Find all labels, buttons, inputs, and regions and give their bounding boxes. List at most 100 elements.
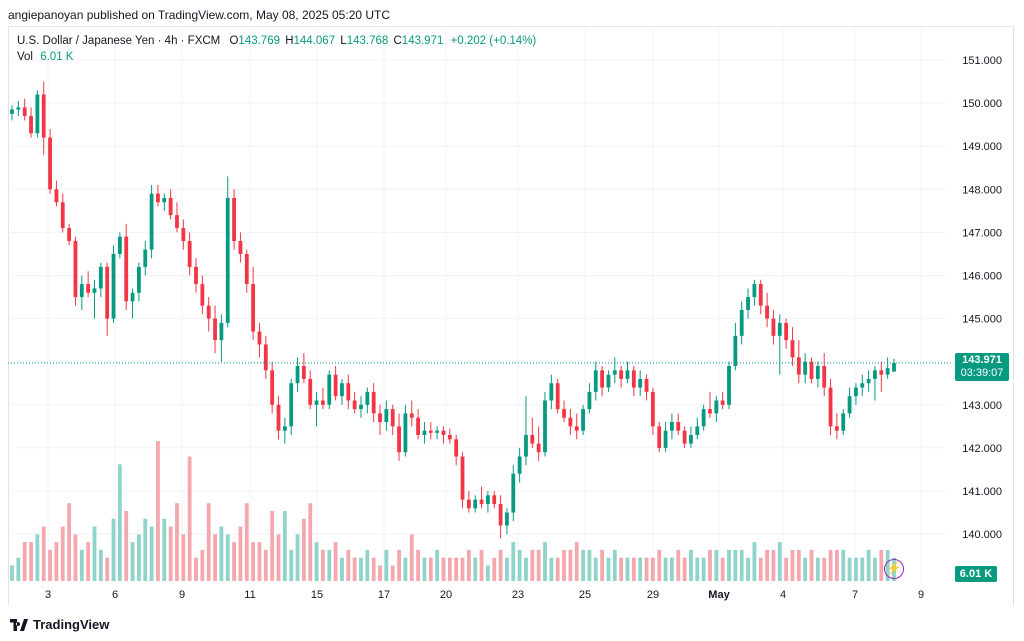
- volume-bar: [79, 549, 84, 581]
- tradingview-logo[interactable]: TradingView: [10, 617, 109, 632]
- volume-bar: [631, 557, 636, 581]
- candle-body: [29, 116, 33, 134]
- volume-bar: [524, 557, 528, 581]
- volume-bar: [758, 557, 763, 581]
- candle-body: [606, 374, 611, 388]
- candle-body: [752, 284, 757, 298]
- volume-bar: [841, 549, 846, 581]
- candle-body: [340, 383, 344, 397]
- candle-body: [612, 370, 617, 375]
- volume-bar: [251, 542, 256, 581]
- volume-bar: [244, 503, 249, 581]
- candle-body: [847, 396, 852, 414]
- candle-body: [187, 241, 192, 267]
- volume-bar: [365, 549, 370, 581]
- y-tick-label: 149.000: [962, 141, 1002, 153]
- volume-bar: [98, 549, 103, 581]
- volume-bar: [175, 503, 179, 581]
- candle-body: [92, 288, 97, 293]
- candle-body: [327, 374, 332, 405]
- candle-body: [892, 362, 896, 372]
- x-tick-label: 3: [45, 589, 51, 601]
- volume-bar: [650, 557, 655, 581]
- legend-l-value: 143.768: [346, 35, 389, 47]
- volume-bar: [746, 557, 750, 581]
- volume-bar: [549, 557, 554, 581]
- y-tick-label: 143.000: [962, 400, 1002, 412]
- candle-body: [403, 413, 408, 453]
- volume-bar: [321, 549, 325, 581]
- candle-body: [16, 107, 21, 110]
- legend-c-value: 143.971: [401, 35, 444, 47]
- volume-bar: [739, 549, 744, 581]
- volume-bar: [308, 503, 313, 581]
- candle-body: [479, 499, 484, 504]
- volume-bar: [29, 542, 33, 581]
- legend-h-label: H: [285, 35, 294, 47]
- volume-bar: [327, 549, 332, 581]
- volume-bar: [60, 526, 65, 581]
- y-tick-label: 147.000: [962, 227, 1002, 239]
- candle-body: [257, 331, 262, 345]
- candle-body: [352, 400, 357, 410]
- volume-bar: [593, 557, 598, 581]
- candle-body: [708, 409, 712, 414]
- candle-body: [885, 368, 890, 375]
- volume-bar: [866, 549, 871, 581]
- volume-bar: [340, 557, 344, 581]
- volume-bar: [644, 557, 649, 581]
- candle-body: [860, 383, 865, 388]
- x-tick-label: 20: [440, 589, 452, 601]
- chart-frame: [8, 26, 1014, 606]
- volume-bar: [117, 464, 122, 581]
- candle-body: [822, 366, 827, 388]
- candle-body: [505, 512, 509, 526]
- candle-body: [670, 422, 674, 431]
- footer-brand: TradingView: [33, 617, 110, 632]
- candle-body: [143, 249, 148, 267]
- volume-bar: [454, 557, 459, 581]
- volume-bar: [752, 542, 757, 581]
- volume-bar: [359, 557, 363, 581]
- volume-bar: [206, 503, 211, 581]
- candle-body: [416, 417, 421, 435]
- volume-bar: [384, 549, 389, 581]
- volume-bar: [847, 557, 852, 581]
- volume-bar: [568, 549, 573, 581]
- candle-body: [321, 400, 325, 405]
- volume-bar: [562, 549, 566, 581]
- volume-bar: [16, 557, 21, 581]
- volume-bar: [194, 557, 198, 581]
- candle-body: [815, 366, 820, 379]
- lightning-icon[interactable]: ⚡: [884, 559, 904, 579]
- volume-bar: [473, 557, 478, 581]
- candle-body: [828, 387, 833, 427]
- x-tick-label: 23: [512, 589, 524, 601]
- candle-body: [549, 383, 554, 401]
- volume-bar: [670, 557, 674, 581]
- volume-bar: [130, 542, 135, 581]
- candle-body: [251, 284, 256, 332]
- candle-body: [574, 426, 579, 431]
- volume-bar: [771, 549, 776, 581]
- y-tick-label: 151.000: [962, 55, 1002, 67]
- candle-body: [162, 197, 167, 203]
- candle-body: [485, 495, 490, 504]
- volume-bar: [511, 542, 516, 581]
- x-tick-label: 29: [647, 589, 659, 601]
- candle-body: [371, 391, 376, 414]
- volume-bar: [612, 549, 617, 581]
- legend-symbol: U.S. Dollar / Japanese Yen · 4h · FXCM: [17, 35, 221, 47]
- candle-body: [194, 266, 198, 285]
- volume-bar: [689, 549, 693, 581]
- volume-bar: [638, 557, 643, 581]
- candle-body: [841, 413, 846, 431]
- volume-bar: [314, 542, 319, 581]
- volume-bar: [333, 542, 338, 581]
- volume-bar: [695, 557, 700, 581]
- volume-bar: [574, 542, 579, 581]
- candle-body: [130, 292, 135, 302]
- volume-bar: [378, 565, 382, 581]
- volume-bar: [168, 526, 173, 581]
